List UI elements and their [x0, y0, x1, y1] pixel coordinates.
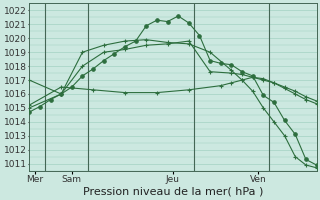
- X-axis label: Pression niveau de la mer( hPa ): Pression niveau de la mer( hPa ): [83, 187, 263, 197]
